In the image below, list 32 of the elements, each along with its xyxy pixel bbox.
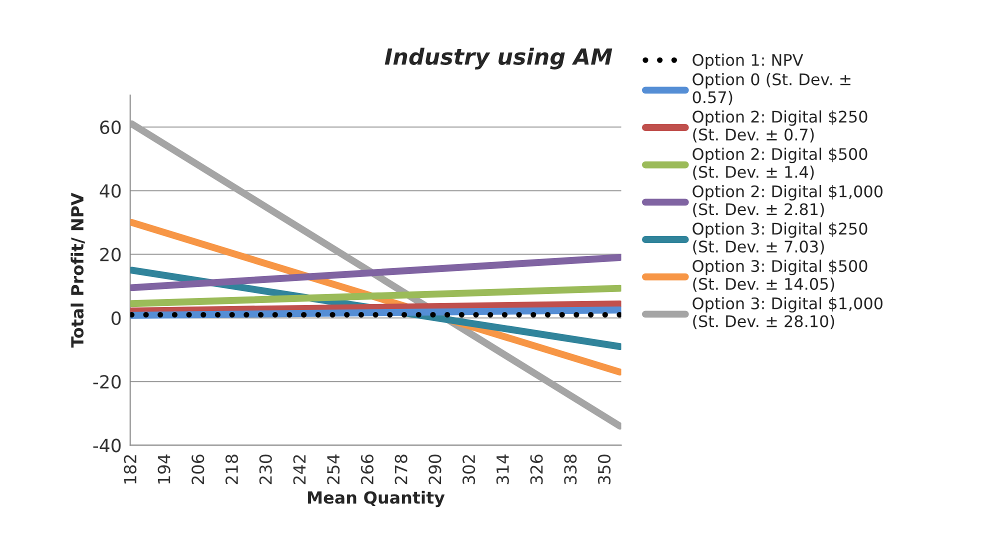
x-tick-label: 266 [360, 454, 374, 484]
legend-label: Option 0 (St. Dev. ± 0.57) [692, 73, 850, 106]
y-tick-label: 0 [112, 311, 121, 326]
x-tick-label: 302 [462, 455, 476, 484]
legend-label: Option 3: Digital $500 (St. Dev. ± 14.05) [692, 260, 868, 292]
x-tick-label: 206 [192, 454, 204, 484]
legend-label: Option 1: NPV [692, 54, 804, 70]
legend-label: Option 3: Digital $1,000 (St. Dev. ± 28.10) [692, 297, 882, 330]
x-axis-title: Mean Quantity [308, 490, 445, 508]
x-tick-label: 182 [124, 455, 136, 484]
x-tick-label: 230 [259, 454, 272, 484]
y-tick-label: -20 [93, 375, 121, 389]
chart-title: Industry using AM [384, 48, 612, 70]
x-tick-label: 338 [564, 454, 577, 484]
legend-label: Option 2: Digital $500 (St. Dev. ± 1.4) [692, 148, 868, 180]
x-tick-label: 326 [530, 454, 543, 484]
x-tick-label: 290 [428, 454, 442, 484]
y-axis-title: Total Profit/ NPV [70, 192, 85, 348]
legend-label: Option 3: Digital $250 (St. Dev. ± 7.03) [692, 222, 868, 254]
x-tick-label: 254 [327, 454, 340, 484]
y-tick-label: 60 [100, 120, 121, 134]
legend-label: Option 2: Digital $1,000 (St. Dev. ± 2.81) [692, 185, 882, 218]
x-tick-label: 314 [496, 454, 509, 484]
legend-label: Option 2: Digital $250 (St. Dev. ± 0.7) [692, 110, 868, 142]
x-tick-label: 350 [598, 454, 611, 484]
x-tick-label: 218 [225, 454, 238, 484]
y-tick-label: -40 [93, 438, 121, 452]
x-tick-label: 278 [394, 454, 408, 484]
x-tick-label: 194 [158, 454, 170, 484]
x-tick-label: 242 [293, 455, 306, 484]
y-tick-label: 20 [100, 248, 121, 262]
y-tick-label: 40 [100, 184, 121, 198]
